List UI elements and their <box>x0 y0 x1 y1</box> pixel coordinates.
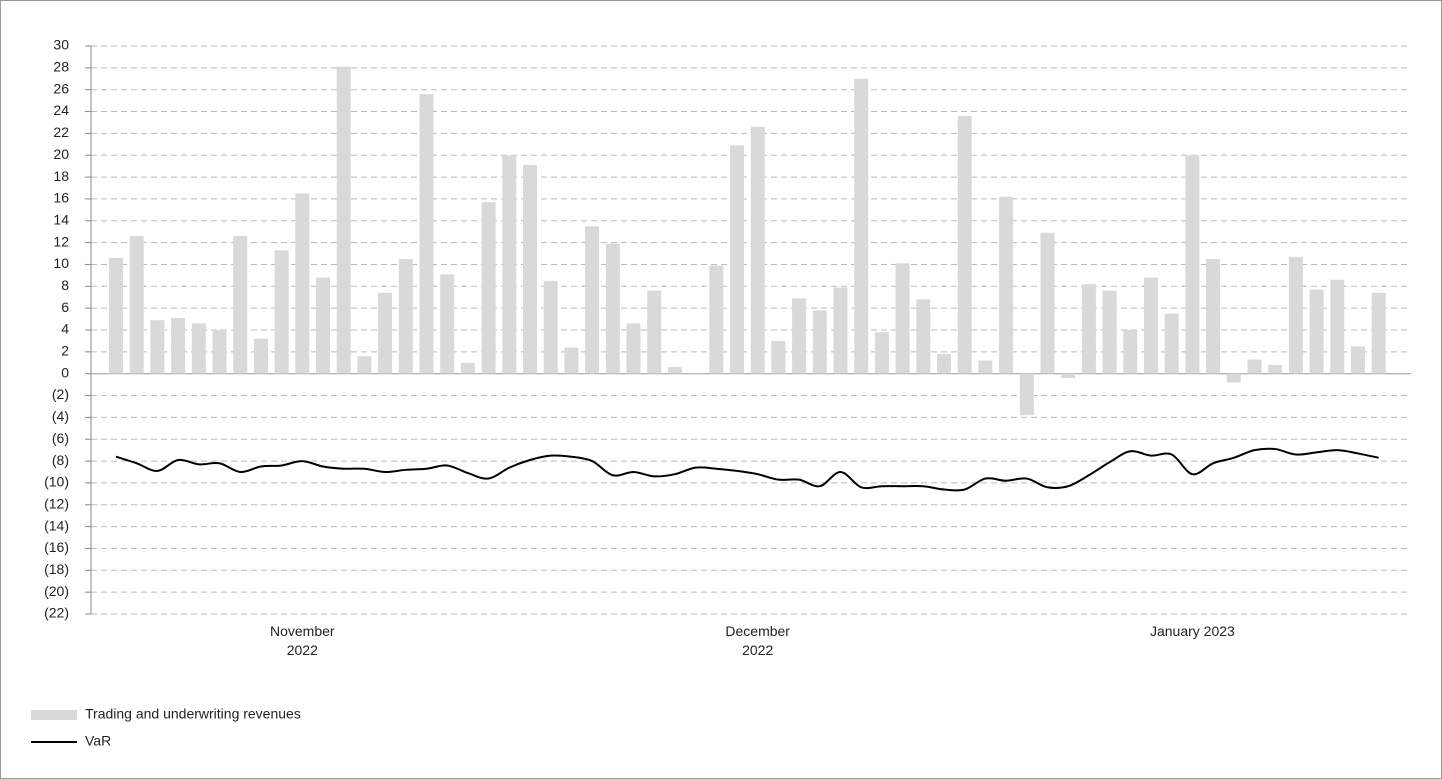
y-tick-label: (2) <box>52 386 69 402</box>
y-tick-label: (20) <box>44 583 69 599</box>
bar <box>1268 364 1283 374</box>
bar <box>895 263 910 374</box>
bar <box>1164 313 1179 374</box>
bar <box>295 193 310 374</box>
bar <box>1309 289 1324 374</box>
bar <box>667 367 682 374</box>
bar <box>1247 359 1262 374</box>
bar <box>1226 373 1241 383</box>
bar <box>274 250 289 374</box>
bar <box>564 347 579 374</box>
bar <box>191 323 206 374</box>
bar <box>1351 346 1365 374</box>
bar <box>253 338 268 374</box>
bar <box>688 373 703 375</box>
legend-swatch <box>31 710 77 720</box>
y-tick-label: 16 <box>53 190 69 206</box>
bar <box>833 287 848 374</box>
y-tick-label: 30 <box>53 37 69 53</box>
bar <box>957 115 972 374</box>
y-tick-label: 12 <box>53 233 69 249</box>
bar <box>440 274 455 374</box>
y-tick-label: 2 <box>61 343 69 359</box>
bar <box>109 257 123 374</box>
y-tick-label: 6 <box>61 299 69 315</box>
x-tick-label: December 2022 <box>725 623 790 658</box>
y-tick-label: (4) <box>52 408 69 424</box>
bar <box>1288 256 1303 374</box>
bar <box>233 236 248 374</box>
bar <box>771 340 786 374</box>
bar <box>647 290 662 374</box>
y-tick-label: (16) <box>44 539 69 555</box>
bar <box>812 310 827 374</box>
bar <box>543 280 558 374</box>
y-tick-label: 14 <box>53 211 69 227</box>
bar <box>1102 290 1117 374</box>
bar <box>1144 277 1158 374</box>
bar <box>1371 292 1386 374</box>
legend-label: VaR <box>85 733 111 749</box>
bar <box>523 165 537 374</box>
y-tick-label: (8) <box>52 452 69 468</box>
bar <box>316 277 330 374</box>
bar <box>792 298 807 374</box>
y-tick-label: 24 <box>53 102 69 118</box>
bar <box>1081 284 1096 374</box>
x-tick-label: January 2023 <box>1149 623 1235 639</box>
bar <box>978 360 993 374</box>
y-tick-label: 18 <box>53 168 69 184</box>
bar <box>750 126 765 374</box>
bar <box>357 356 372 374</box>
bar <box>460 362 475 374</box>
bar <box>1185 155 1200 374</box>
bar <box>129 236 144 374</box>
bar <box>481 202 496 374</box>
x-tick-label: November 2022 <box>270 623 335 658</box>
bar <box>378 292 393 374</box>
bar <box>626 323 641 374</box>
line <box>115 447 1379 492</box>
bar <box>502 155 517 374</box>
bar <box>874 332 889 374</box>
bar <box>999 196 1014 374</box>
y-tick-label: 0 <box>61 364 69 380</box>
bar <box>398 259 413 374</box>
y-tick-label: 20 <box>53 146 69 162</box>
bar <box>1019 373 1034 416</box>
bar <box>1040 232 1055 374</box>
y-tick-label: (12) <box>44 495 69 511</box>
y-tick-label: 10 <box>53 255 69 271</box>
y-tick-label: (10) <box>44 474 69 490</box>
bar <box>937 354 951 374</box>
bar <box>916 299 931 374</box>
bar <box>1330 279 1345 374</box>
y-tick-label: (18) <box>44 561 69 577</box>
y-tick-label: 8 <box>61 277 69 293</box>
bar <box>336 66 351 374</box>
bar <box>605 243 620 374</box>
y-tick-label: 22 <box>53 124 69 140</box>
y-tick-label: 28 <box>53 59 69 75</box>
y-tick-label: (14) <box>44 517 69 533</box>
bar <box>419 94 434 374</box>
bar <box>150 320 165 374</box>
bar <box>1061 373 1076 379</box>
bar <box>1123 330 1138 374</box>
y-tick-label: 26 <box>53 80 69 96</box>
y-tick-label: (22) <box>44 605 69 621</box>
y-tick-label: (6) <box>52 430 69 446</box>
bar <box>1206 259 1221 374</box>
bar <box>585 226 600 374</box>
bar <box>212 330 227 374</box>
bar <box>730 145 744 374</box>
bar <box>171 317 186 374</box>
y-tick-label: 4 <box>61 321 69 337</box>
bar <box>854 78 869 374</box>
bar <box>709 265 724 374</box>
legend-label: Trading and underwriting revenues <box>85 706 301 722</box>
